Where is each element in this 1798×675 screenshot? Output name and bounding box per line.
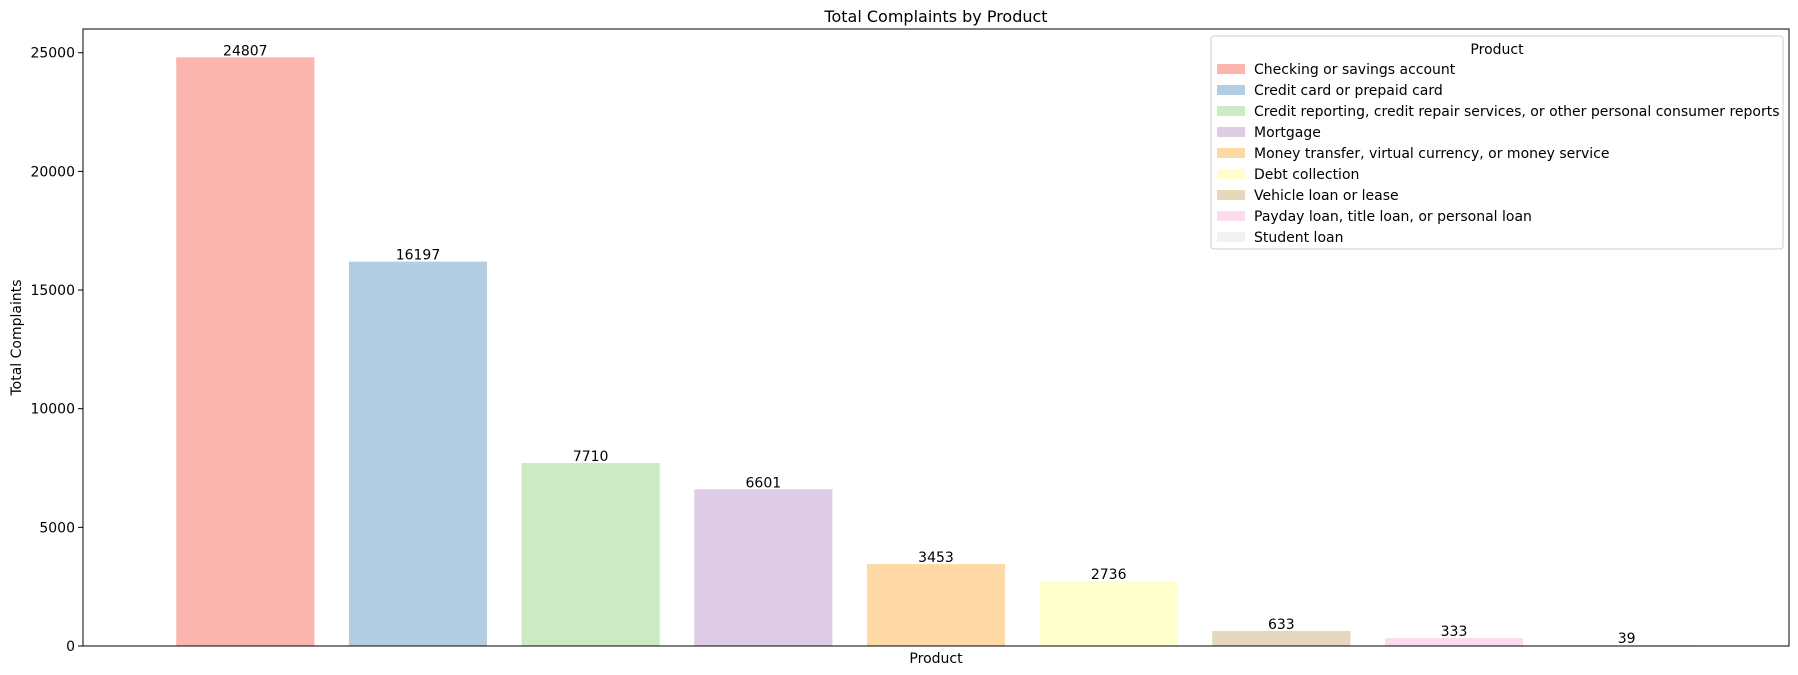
- bar-value-label: 3453: [918, 550, 954, 566]
- bar: [1039, 581, 1178, 646]
- x-axis-label: Product: [909, 651, 963, 667]
- bar: [694, 489, 833, 646]
- legend-entry-label: Payday loan, title loan, or personal loa…: [1254, 209, 1532, 225]
- y-tick-label: 10000: [30, 402, 75, 418]
- legend-swatch: [1217, 64, 1245, 74]
- legend-swatch: [1217, 148, 1245, 158]
- y-axis-label: Total Complaints: [9, 279, 25, 396]
- bar-value-label: 39: [1618, 631, 1636, 647]
- legend-entry-label: Credit reporting, credit repair services…: [1254, 104, 1780, 120]
- bar: [866, 564, 1006, 646]
- y-tick-label: 15000: [30, 283, 75, 299]
- bar-labels-group: 24807 16197 7710 6601 3453 2736 633 333 39: [223, 43, 1636, 647]
- legend-swatch: [1217, 106, 1245, 116]
- legend-swatch: [1217, 127, 1245, 137]
- legend-swatch: [1217, 211, 1245, 221]
- bar: [1384, 638, 1524, 646]
- legend-swatch: [1217, 190, 1245, 200]
- y-tick-label: 0: [66, 639, 75, 655]
- legend-entry-label: Vehicle loan or lease: [1254, 188, 1399, 204]
- legend-swatch: [1217, 85, 1245, 95]
- bar-value-label: 24807: [223, 43, 268, 59]
- bar: [1212, 630, 1351, 646]
- y-tick-label: 25000: [30, 46, 75, 62]
- plot-frame: [82, 28, 1790, 647]
- bar-value-label: 633: [1268, 617, 1295, 633]
- bar-value-label: 7710: [573, 449, 609, 465]
- bar: [176, 57, 315, 647]
- legend-entry-label: Debt collection: [1254, 167, 1359, 183]
- y-tick-label: 20000: [30, 164, 75, 180]
- bar-value-label: 6601: [746, 475, 782, 491]
- bar: [348, 261, 488, 646]
- legend-swatch: [1217, 232, 1245, 242]
- legend-title: Product: [1470, 42, 1524, 58]
- bars-group: [176, 57, 1696, 647]
- legend-entry-label: Student loan: [1254, 230, 1343, 246]
- legend-swatch: [1217, 169, 1245, 179]
- bar: [521, 463, 660, 646]
- legend-entry-label: Money transfer, virtual currency, or mon…: [1254, 146, 1610, 162]
- bar-value-label: 333: [1441, 624, 1468, 640]
- bar-value-label: 2736: [1091, 567, 1127, 583]
- legend-entry-label: Checking or savings account: [1254, 62, 1456, 78]
- bar-value-label: 16197: [396, 248, 441, 264]
- y-tick-label: 5000: [39, 520, 75, 536]
- chart-title: Total Complaints by Product: [823, 7, 1047, 26]
- legend-items: Checking or savings account Credit card o…: [1217, 62, 1780, 246]
- legend-entry-label: Credit card or prepaid card: [1254, 83, 1443, 99]
- legend-frame: [1210, 35, 1784, 250]
- y-axis: 0 5000 10000 15000 20000 25000: [30, 46, 83, 655]
- legend-entry-label: Mortgage: [1254, 125, 1321, 141]
- legend: Product Checking or savings account Credi…: [1210, 35, 1784, 250]
